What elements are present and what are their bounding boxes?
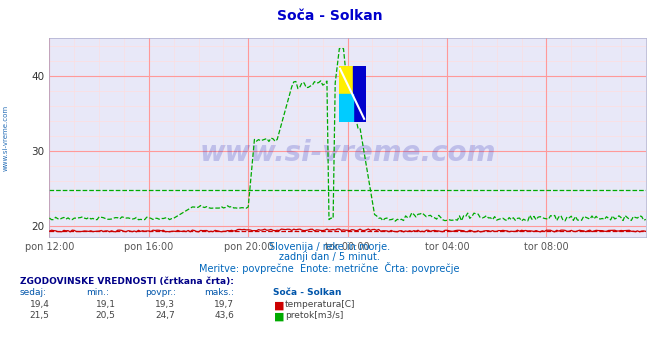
Text: min.:: min.: (86, 288, 109, 297)
Text: ■: ■ (273, 311, 284, 321)
Text: 20,5: 20,5 (96, 311, 115, 320)
Polygon shape (339, 94, 353, 122)
Text: www.si-vreme.com: www.si-vreme.com (200, 139, 496, 167)
Text: 24,7: 24,7 (155, 311, 175, 320)
Polygon shape (339, 66, 353, 122)
Text: 21,5: 21,5 (30, 311, 49, 320)
Text: Slovenija / reke in morje.: Slovenija / reke in morje. (269, 242, 390, 252)
Text: zadnji dan / 5 minut.: zadnji dan / 5 minut. (279, 252, 380, 262)
Text: Soča - Solkan: Soča - Solkan (273, 288, 342, 297)
Text: 19,1: 19,1 (96, 300, 115, 309)
Text: temperatura[C]: temperatura[C] (285, 300, 355, 309)
Text: sedaj:: sedaj: (20, 288, 47, 297)
Text: pretok[m3/s]: pretok[m3/s] (285, 311, 343, 320)
Text: 43,6: 43,6 (214, 311, 234, 320)
Text: maks.:: maks.: (204, 288, 234, 297)
Text: 19,4: 19,4 (30, 300, 49, 309)
Text: 19,7: 19,7 (214, 300, 234, 309)
Text: ZGODOVINSKE VREDNOSTI (črtkana črta):: ZGODOVINSKE VREDNOSTI (črtkana črta): (20, 277, 234, 286)
Text: povpr.:: povpr.: (145, 288, 176, 297)
Polygon shape (353, 66, 366, 122)
Text: Soča - Solkan: Soča - Solkan (277, 9, 382, 22)
Text: Meritve: povprečne  Enote: metrične  Črta: povprečje: Meritve: povprečne Enote: metrične Črta:… (199, 262, 460, 274)
Text: ■: ■ (273, 300, 284, 310)
Text: www.si-vreme.com: www.si-vreme.com (2, 105, 9, 172)
Text: 19,3: 19,3 (155, 300, 175, 309)
